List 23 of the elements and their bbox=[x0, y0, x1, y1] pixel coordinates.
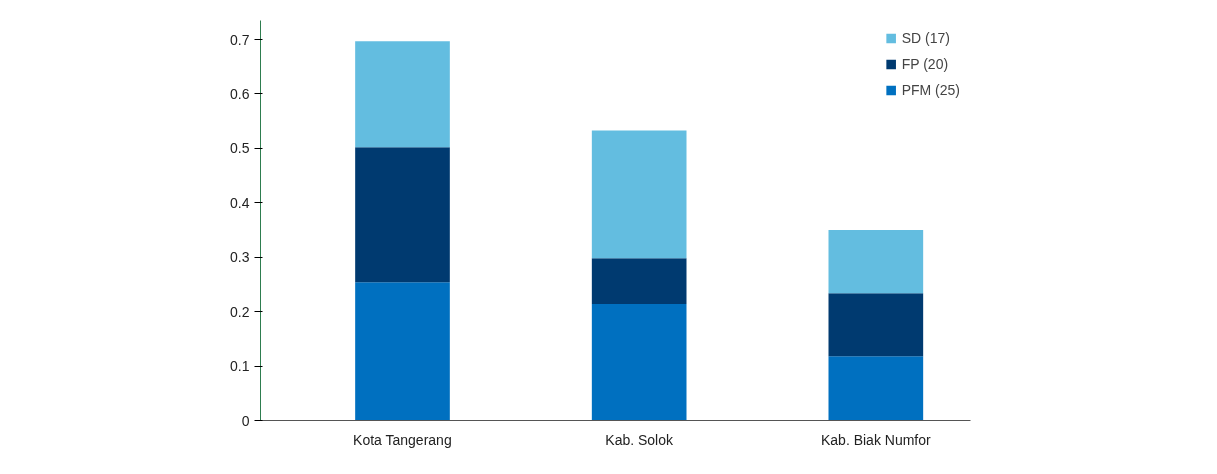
bar bbox=[355, 41, 450, 148]
bar bbox=[828, 293, 924, 357]
x-tick-label: Kota Tangerang bbox=[353, 431, 452, 448]
bar bbox=[355, 282, 450, 421]
y-tick-label: 0.1 bbox=[230, 358, 250, 375]
x-tick-label: Kab. Solok bbox=[605, 431, 675, 448]
legend-label: FP (20) bbox=[901, 56, 949, 72]
bar bbox=[355, 147, 450, 283]
bar bbox=[591, 130, 687, 259]
y-tick-label: 0.2 bbox=[230, 303, 250, 320]
y-tick-label: 0 bbox=[241, 412, 250, 429]
y-tick-label: 0.4 bbox=[230, 194, 250, 211]
bar bbox=[828, 356, 924, 421]
y-tick-label: 0.7 bbox=[230, 31, 250, 48]
bar bbox=[591, 304, 687, 421]
bar bbox=[828, 230, 924, 294]
bar bbox=[591, 258, 687, 305]
legend-label: PFM (25) bbox=[901, 82, 960, 98]
y-tick-label: 0.6 bbox=[230, 85, 250, 102]
x-tick-label: Kab. Biak Numfor bbox=[820, 431, 932, 448]
y-tick-label: 0.3 bbox=[230, 249, 250, 266]
y-tick-label: 0.5 bbox=[230, 140, 250, 157]
legend-label: SD (17) bbox=[901, 30, 950, 46]
